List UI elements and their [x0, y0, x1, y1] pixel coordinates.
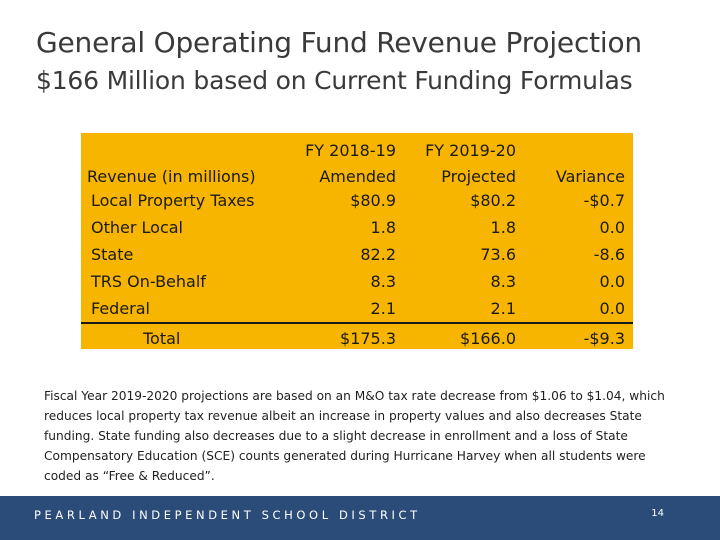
row-amended: 8.3 — [370, 272, 396, 291]
header-cell — [81, 133, 281, 161]
row-label: TRS On-Behalf — [91, 272, 206, 291]
page-number: 14 — [651, 508, 664, 519]
footer-org-name: PEARLAND INDEPENDENT SCHOOL DISTRICT — [34, 508, 421, 522]
row-amended: 2.1 — [281, 295, 396, 324]
table-total-row: Total $175.3 $166.0 -$9.3 — [81, 323, 633, 353]
total-label: Total — [143, 329, 181, 348]
table-header-row-1: FY 2018-19 FY 2019-20 — [81, 133, 633, 161]
header-fy2018-19: FY 2018-19 — [305, 141, 396, 160]
table-row: Federal 2.1 2.1 0.0 — [81, 295, 633, 324]
row-variance: 0.0 — [516, 295, 633, 324]
table-row: State 82.2 73.6 -8.6 — [81, 241, 633, 268]
row-variance: 0.0 — [599, 272, 625, 291]
total-variance: -$9.3 — [583, 329, 625, 348]
header-variance: Variance — [555, 167, 625, 186]
row-variance: 0.0 — [599, 218, 625, 237]
row-label: Federal — [81, 295, 281, 324]
row-label: State — [91, 245, 134, 264]
slide-subtitle: $166 Million based on Current Funding Fo… — [36, 66, 633, 95]
total-projected: $166.0 — [460, 329, 516, 348]
row-variance: -8.6 — [593, 245, 625, 264]
footer-bar: PEARLAND INDEPENDENT SCHOOL DISTRICT 14 — [0, 496, 720, 540]
header-revenue: Revenue (in millions) — [87, 167, 256, 186]
row-variance: -$0.7 — [583, 191, 625, 210]
row-amended: $80.9 — [350, 191, 396, 210]
row-amended: 1.8 — [370, 218, 396, 237]
row-projected: 73.6 — [480, 245, 516, 264]
header-amended: Amended — [319, 167, 396, 186]
explanatory-note: Fiscal Year 2019-2020 projections are ba… — [44, 389, 665, 483]
row-label: Local Property Taxes — [91, 191, 255, 210]
row-amended: 82.2 — [360, 245, 396, 264]
total-amended: $175.3 — [340, 329, 396, 348]
header-fy2019-20: FY 2019-20 — [425, 141, 516, 160]
slide-title: General Operating Fund Revenue Projectio… — [36, 26, 642, 59]
table-row: Other Local 1.8 1.8 0.0 — [81, 214, 633, 241]
table-row: TRS On-Behalf 8.3 8.3 0.0 — [81, 268, 633, 295]
row-projected: 8.3 — [490, 272, 516, 291]
revenue-table: FY 2018-19 FY 2019-20 Revenue (in millio… — [81, 133, 633, 349]
row-projected: $80.2 — [470, 191, 516, 210]
row-projected: 2.1 — [396, 295, 516, 324]
header-cell — [516, 133, 633, 161]
table-header-row-2: Revenue (in millions) Amended Projected … — [81, 161, 633, 187]
header-projected: Projected — [441, 167, 516, 186]
row-projected: 1.8 — [490, 218, 516, 237]
table-row: Local Property Taxes $80.9 $80.2 -$0.7 — [81, 187, 633, 214]
row-label: Other Local — [91, 218, 183, 237]
